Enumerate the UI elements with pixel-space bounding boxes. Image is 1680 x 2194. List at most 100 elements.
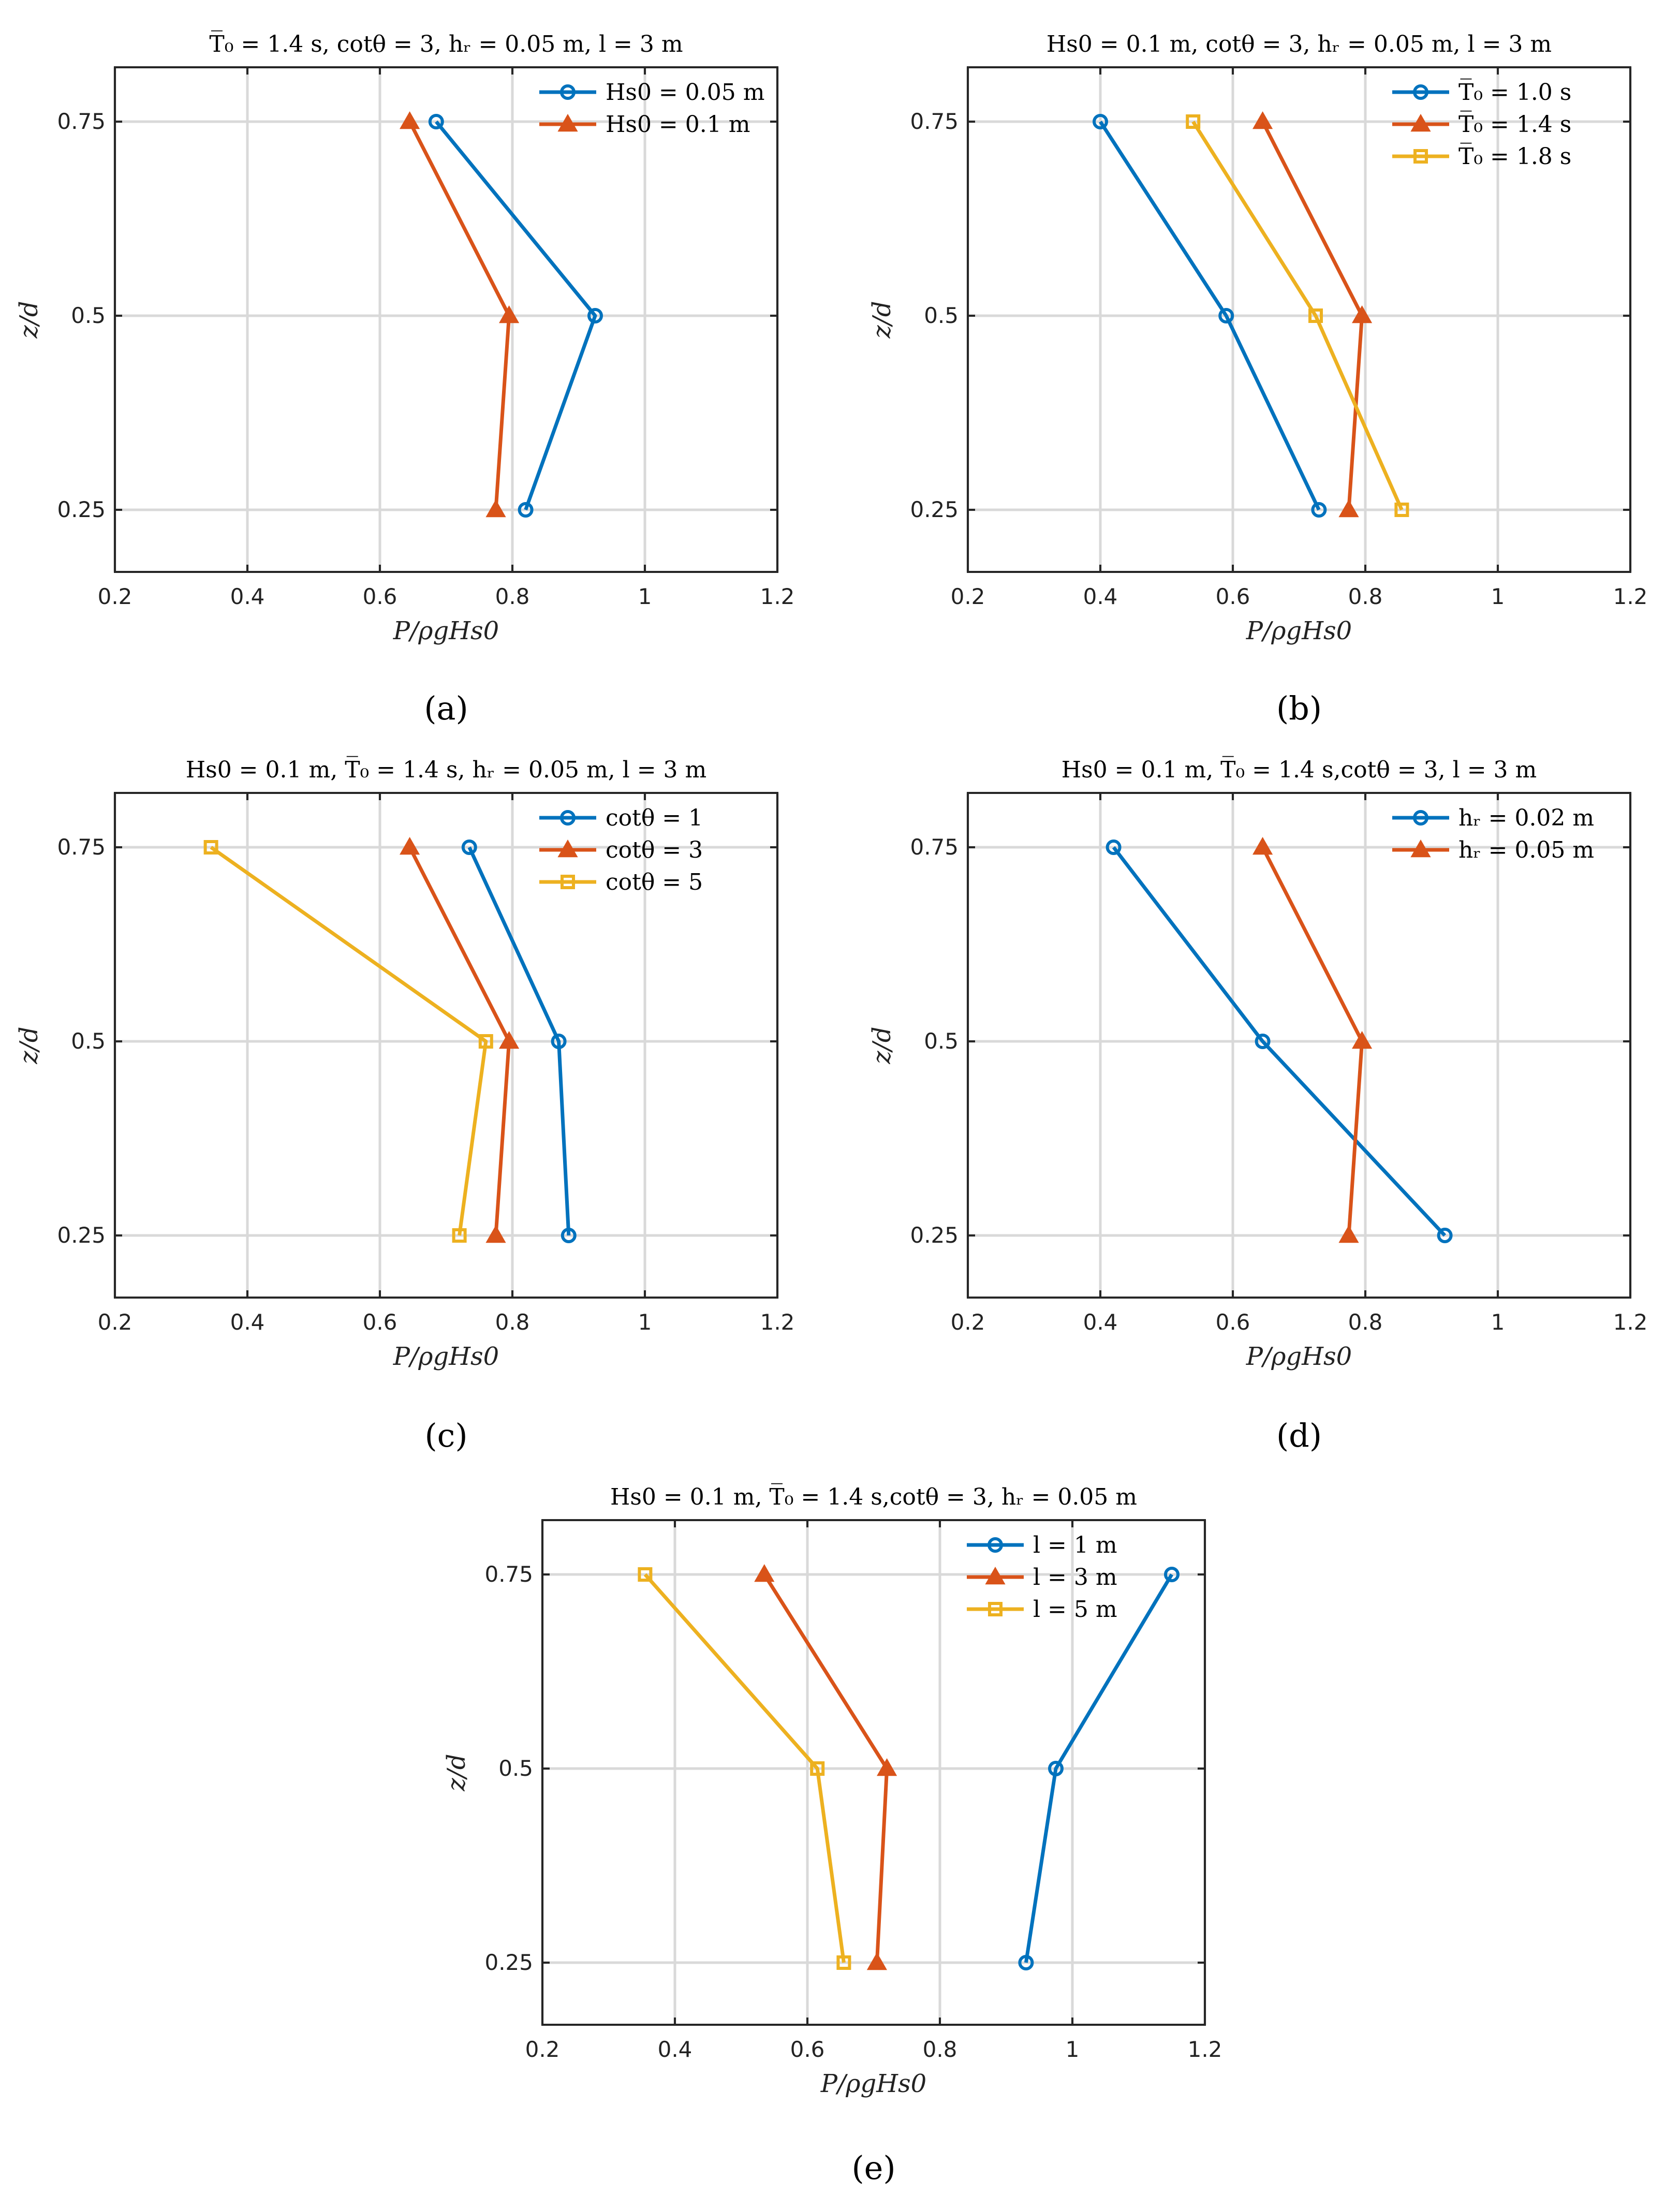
y-tick-label: 0.75 xyxy=(57,834,106,860)
x-tick-label: 0.8 xyxy=(495,1309,530,1335)
legend: T̅₀ = 1.0 s T̅₀ = 1.4 s T̅₀ = 1.8 s xyxy=(1392,78,1571,170)
y-tick-label: 0.75 xyxy=(910,109,959,134)
legend-marker xyxy=(1413,149,1428,164)
chart-title: Hs0 = 0.1 m, cotθ = 3, hᵣ = 0.05 m, l = … xyxy=(1047,31,1552,57)
series-2 xyxy=(1252,111,1373,518)
data-point xyxy=(203,840,218,855)
data-point xyxy=(1352,305,1373,323)
data-point xyxy=(638,1567,653,1582)
series-1 xyxy=(461,840,577,1243)
data-point xyxy=(1106,840,1122,855)
x-tick-label: 0.2 xyxy=(98,584,132,609)
data-point xyxy=(485,1225,506,1243)
series-line xyxy=(643,1573,846,1963)
legend-marker xyxy=(985,1566,1006,1585)
data-point xyxy=(877,1758,897,1776)
y-tick-label: 0.75 xyxy=(910,834,959,860)
axes-box xyxy=(114,792,778,1299)
y-tick-label: 0.5 xyxy=(924,303,959,328)
x-tick-label: 0.8 xyxy=(495,584,530,609)
x-axis-label: P/ρgHs0 xyxy=(820,2069,926,2098)
legend: Hs0 = 0.05 m Hs0 = 0.1 m xyxy=(539,79,764,138)
legend-marker xyxy=(988,1602,1003,1616)
data-point xyxy=(1186,114,1201,129)
data-point xyxy=(1252,111,1273,129)
y-axis-label: z/d xyxy=(14,1026,43,1064)
legend-label: cotθ = 1 xyxy=(606,805,703,831)
chart-panel-3: 0.2 0.4 0.6 0.8 1 1.2 0.25 0.5 0.75 Hs0 = 0.1 m, … xyxy=(14,756,794,1454)
y-axis-label: z/d xyxy=(14,301,43,338)
x-axis-label: P/ρgHs0 xyxy=(393,1342,499,1371)
y-tick-label: 0.5 xyxy=(71,1028,106,1054)
x-tick-label: 1 xyxy=(1491,1309,1505,1335)
panel-label: (a) xyxy=(424,689,468,727)
x-tick-label: 0.4 xyxy=(230,584,265,609)
chart-title: Hs0 = 0.1 m, T̅₀ = 1.4 s, hᵣ = 0.05 m, l… xyxy=(186,756,707,783)
y-tick-label: 0.25 xyxy=(57,497,106,522)
legend-marker xyxy=(1410,839,1431,858)
legend-label: hᵣ = 0.02 m xyxy=(1458,805,1594,831)
legend-label: cotθ = 3 xyxy=(606,837,703,863)
legend-marker xyxy=(1410,113,1431,132)
x-tick-label: 0.6 xyxy=(1216,584,1250,609)
data-point xyxy=(1437,1228,1453,1243)
chart-panel-2: 0.2 0.4 0.6 0.8 1 1.2 0.25 0.5 0.75 Hs0 = 0.1 m, … xyxy=(867,31,1647,727)
x-tick-label: 0.2 xyxy=(951,584,985,609)
axes-box xyxy=(967,66,1631,573)
legend-label: l = 3 m xyxy=(1033,1564,1117,1591)
series-line xyxy=(210,846,488,1236)
data-point xyxy=(1338,499,1359,518)
legend-label: T̅₀ = 1.4 s xyxy=(1458,110,1571,138)
legend-label: hᵣ = 0.05 m xyxy=(1458,837,1594,863)
series-3 xyxy=(203,840,493,1243)
x-axis-label: P/ρgHs0 xyxy=(1246,616,1352,645)
data-point xyxy=(518,502,534,518)
legend-marker xyxy=(557,113,578,132)
series-1 xyxy=(1018,1567,1180,1970)
series-line xyxy=(435,120,597,511)
x-tick-label: 1.2 xyxy=(1613,584,1648,609)
series-1 xyxy=(1093,114,1327,518)
y-axis-label: z/d xyxy=(867,301,896,338)
x-tick-label: 0.6 xyxy=(790,2037,825,2062)
series-line xyxy=(467,846,571,1236)
x-tick-label: 1 xyxy=(638,584,652,609)
x-tick-label: 0.6 xyxy=(363,584,397,609)
chart-title: Hs0 = 0.1 m, T̅₀ = 1.4 s,cotθ = 3, l = 3… xyxy=(1062,756,1537,783)
legend-label: T̅₀ = 1.8 s xyxy=(1458,142,1571,170)
x-tick-label: 0.2 xyxy=(98,1309,132,1335)
data-point xyxy=(836,1955,851,1970)
x-tick-label: 0.4 xyxy=(1083,584,1118,609)
y-axis-label: z/d xyxy=(442,1754,471,1791)
data-point xyxy=(499,1030,520,1049)
x-tick-label: 1.2 xyxy=(1613,1309,1648,1335)
data-point xyxy=(1164,1567,1180,1582)
series-line xyxy=(1112,846,1447,1237)
data-point xyxy=(428,114,444,129)
axes-box xyxy=(967,792,1631,1299)
x-axis-label: P/ρgHs0 xyxy=(393,616,499,645)
y-tick-label: 0.25 xyxy=(910,1223,959,1248)
data-point xyxy=(400,111,420,129)
data-point xyxy=(400,836,420,855)
x-axis-label: P/ρgHs0 xyxy=(1246,1342,1352,1371)
panel-label: (b) xyxy=(1276,689,1322,727)
legend-label: l = 1 m xyxy=(1033,1532,1117,1558)
legend: l = 1 m l = 3 m l = 5 m xyxy=(967,1532,1117,1623)
legend-label: l = 5 m xyxy=(1033,1596,1117,1623)
data-point xyxy=(551,1034,567,1049)
legend-marker xyxy=(560,810,576,826)
x-tick-label: 1.2 xyxy=(760,1309,795,1335)
y-tick-label: 0.5 xyxy=(498,1756,533,1781)
data-point xyxy=(561,1228,577,1243)
x-tick-label: 0.2 xyxy=(525,2037,560,2062)
x-tick-label: 1 xyxy=(638,1309,652,1335)
x-tick-label: 1 xyxy=(1066,2037,1080,2062)
series-2 xyxy=(1252,836,1373,1243)
axes-box xyxy=(541,1519,1206,2026)
series-line xyxy=(1191,121,1404,511)
legend-marker xyxy=(988,1537,1003,1553)
x-tick-label: 1 xyxy=(1491,584,1505,609)
data-point xyxy=(754,1564,775,1582)
